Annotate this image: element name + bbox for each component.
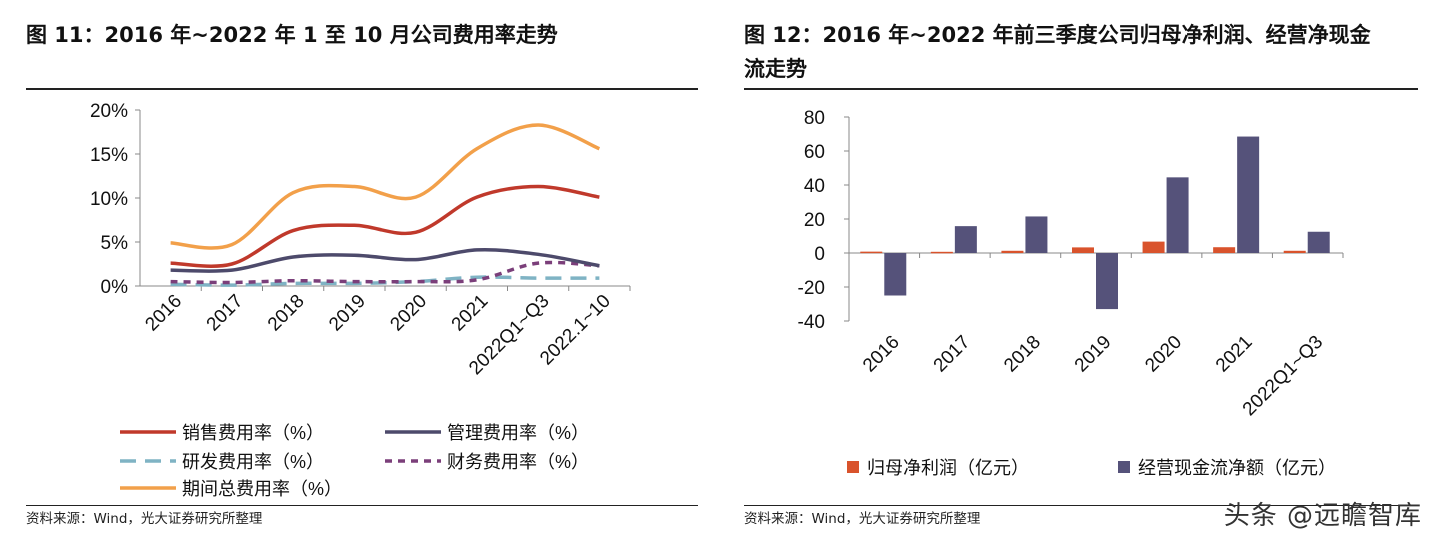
bar-series-1 (1001, 250, 1024, 253)
x-tick-label: 2017 (203, 291, 248, 336)
right-source-rule (744, 505, 1418, 506)
y-tick-label: 0% (101, 277, 129, 298)
bar-series-2 (1096, 253, 1118, 310)
x-tick-label: 2019 (325, 291, 370, 336)
series-line-5 (170, 123, 601, 250)
y-tick-label: 80 (804, 108, 825, 129)
x-tick-label: 2018 (264, 291, 309, 336)
y-tick-label: -20 (798, 278, 825, 299)
legend-swatch (847, 461, 859, 473)
left-chart-title: 图 11：2016 年~2022 年 1 至 10 月公司费用率走势 (26, 23, 558, 47)
bar-series-2 (954, 226, 977, 253)
x-tick-label: 2020 (1141, 332, 1186, 377)
y-tick-label: -40 (798, 312, 825, 333)
legend-swatch (1118, 461, 1130, 473)
y-tick-label: 10% (90, 189, 128, 210)
y-tick-label: 0 (814, 244, 825, 265)
legend-label: 研发费用率（%） (182, 452, 324, 472)
right-source: 资料来源：Wind，光大证券研究所整理 (744, 511, 981, 527)
x-tick-label: 2020 (386, 291, 431, 336)
x-tick-label: 2017 (930, 332, 975, 377)
x-tick-label: 2018 (1000, 332, 1045, 377)
series-line-2 (170, 247, 600, 273)
y-tick-label: 20 (804, 210, 825, 231)
series-line-1 (170, 184, 600, 268)
left-title-rule (26, 88, 698, 90)
series-line-4 (170, 260, 600, 285)
bar-series-1 (1072, 247, 1094, 253)
watermark: 头条 @远瞻智库 (1223, 501, 1422, 531)
bar-series-1 (1213, 247, 1236, 253)
bar-series-2 (1025, 216, 1048, 253)
legend-label: 管理费用率（%） (447, 423, 589, 443)
right-chart-title-line1: 图 12：2016 年~2022 年前三季度公司归母净利润、经营净现金 (744, 23, 1371, 47)
left-source: 资料来源：Wind，光大证券研究所整理 (26, 511, 263, 527)
x-tick-label: 2021 (1212, 332, 1257, 377)
legend-label: 销售费用率（%） (182, 423, 324, 443)
y-tick-label: 5% (101, 233, 129, 254)
legend-label: 归母净利润（亿元） (867, 458, 1029, 478)
legend-label: 期间总费用率（%） (182, 479, 342, 499)
bar-series-1 (860, 251, 883, 254)
right-chart-title-line2: 流走势 (744, 57, 807, 81)
legend-label: 财务费用率（%） (447, 452, 589, 472)
right-panel: 图 12：2016 年~2022 年前三季度公司归母净利润、经营净现金 流走势 … (720, 0, 1436, 544)
bar-series-1 (1142, 241, 1165, 253)
bar-series-2 (1237, 136, 1260, 253)
left-panel: 图 11：2016 年~2022 年 1 至 10 月公司费用率走势 0% 5% 1… (26, 23, 698, 527)
bar-series-2 (884, 253, 907, 296)
bar-series-2 (1307, 231, 1330, 253)
y-tick-label: 60 (804, 142, 825, 163)
legend-label: 经营现金流净额（亿元） (1138, 458, 1336, 478)
y-tick-label: 20% (90, 101, 128, 122)
x-tick-label: 2019 (1071, 332, 1116, 377)
right-title-rule (744, 88, 1418, 90)
left-source-rule (26, 505, 698, 506)
line-chart: 0%5%10%15%20%2016 2017 2018 2019 2020 2021202… (90, 101, 631, 499)
y-tick-label: 40 (804, 176, 825, 197)
bar-series-2 (1166, 177, 1189, 253)
x-tick-label: 2021 (448, 291, 493, 336)
bar-series-1 (930, 251, 953, 254)
y-tick-label: 15% (90, 145, 128, 166)
bar-series-1 (1283, 250, 1306, 253)
x-tick-label: 2016 (141, 291, 186, 336)
x-tick-label: 2016 (859, 332, 904, 377)
